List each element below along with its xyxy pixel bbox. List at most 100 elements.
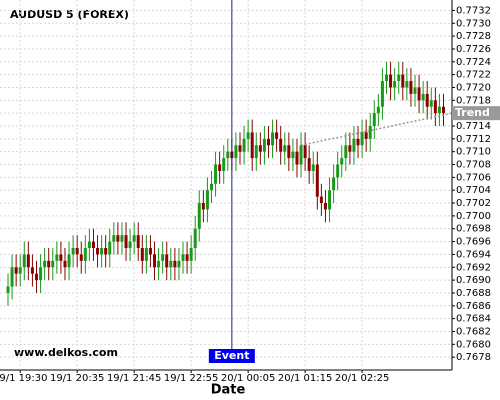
candle-body <box>303 145 307 159</box>
candle-body <box>14 267 18 274</box>
candle-body <box>75 248 79 255</box>
candle-body <box>214 164 218 184</box>
candle-body <box>177 260 181 268</box>
y-tick-label: 0.7718 <box>456 95 491 106</box>
candle-body <box>112 235 116 242</box>
y-tick-label: 0.7702 <box>456 198 491 209</box>
candle-body <box>104 248 108 255</box>
x-tick-label: 20/1 01:15 <box>278 373 332 384</box>
candle-body <box>222 158 226 171</box>
candle-body <box>197 203 201 229</box>
candle-body <box>409 81 413 94</box>
candle-body <box>250 132 254 159</box>
candle-body <box>226 151 230 159</box>
candle-body <box>47 260 51 268</box>
candle-body <box>169 260 173 268</box>
candle-body <box>417 87 421 101</box>
candle-body <box>79 254 83 261</box>
candle-body <box>433 100 437 114</box>
candle-body <box>319 196 323 204</box>
y-tick-label: 0.7680 <box>456 339 491 350</box>
candle-body <box>148 248 152 255</box>
candle-body <box>425 93 429 107</box>
candle-body <box>161 254 165 261</box>
trend-tag <box>452 106 500 121</box>
candle-body <box>51 260 55 268</box>
candle-body <box>405 81 409 88</box>
candle-body <box>144 248 148 261</box>
candle-body <box>63 260 67 268</box>
candle-body <box>238 145 242 152</box>
candle-body <box>275 132 279 139</box>
y-tick-label: 0.7728 <box>456 31 491 42</box>
candle-body <box>295 151 299 165</box>
candle-body <box>385 74 389 82</box>
candle-body <box>30 267 34 274</box>
watermark: www.delkos.com <box>14 346 118 359</box>
candle-body <box>376 106 380 114</box>
candle-body <box>201 203 205 210</box>
candle-body <box>205 190 209 210</box>
candle-body <box>39 267 43 281</box>
y-tick-label: 0.7688 <box>456 288 491 299</box>
y-tick-label: 0.7682 <box>456 326 491 337</box>
candle-body <box>299 145 303 165</box>
candle-body <box>340 158 344 165</box>
candle-body <box>323 203 327 210</box>
trend-label: Trend <box>455 106 490 119</box>
chart-title: AUDUSD 5 (FOREX) <box>10 8 129 21</box>
candle-body <box>234 145 238 159</box>
candle-body <box>336 164 340 178</box>
candle-body <box>185 254 189 261</box>
candle-body <box>18 267 22 274</box>
candle-body <box>266 138 270 146</box>
candle-body <box>291 151 295 159</box>
y-tick-label: 0.7710 <box>456 147 491 158</box>
candle-body <box>87 241 91 248</box>
candle-body <box>242 138 246 152</box>
y-tick-label: 0.7722 <box>456 70 491 81</box>
candle-body <box>10 267 14 287</box>
candle-body <box>136 235 140 248</box>
x-axis-label: Date <box>211 383 246 398</box>
y-tick-label: 0.7686 <box>456 301 491 312</box>
candle-body <box>26 254 30 268</box>
candle-body <box>389 74 393 88</box>
y-tick-label: 0.7698 <box>456 224 491 235</box>
candle-body <box>258 145 262 152</box>
candle-body <box>71 248 75 255</box>
candle-body <box>210 183 213 191</box>
candle-body <box>43 260 47 268</box>
candle-body <box>311 164 315 171</box>
candle-body <box>315 164 319 197</box>
y-tick-label: 0.7714 <box>456 121 491 132</box>
y-tick-label: 0.7732 <box>456 5 491 16</box>
candle-body <box>360 132 364 146</box>
y-tick-label: 0.7700 <box>456 211 491 222</box>
candle-body <box>120 235 124 242</box>
x-tick-label: 19/1 22:55 <box>164 373 218 384</box>
candle-body <box>348 145 352 152</box>
candle-body <box>283 145 287 152</box>
candle-body <box>67 254 71 268</box>
candle-body <box>287 145 291 159</box>
candle-body <box>429 100 433 107</box>
x-tick-label: 19/1 21:45 <box>107 373 161 384</box>
candle-body <box>262 138 266 152</box>
candle-body <box>307 158 311 171</box>
candle-body <box>397 74 401 82</box>
candle-body <box>368 126 372 139</box>
candle-body <box>193 228 197 248</box>
y-tick-label: 0.7696 <box>456 237 491 248</box>
candle-body <box>380 81 384 107</box>
candle-body <box>34 273 38 281</box>
candle-body <box>372 113 376 126</box>
candle-body <box>421 93 425 101</box>
x-tick-label: 20/1 00:05 <box>221 373 275 384</box>
candle-body <box>157 260 161 268</box>
candle-body <box>173 260 177 268</box>
candle-body <box>124 235 128 248</box>
candles <box>6 61 445 306</box>
candle-body <box>153 254 157 268</box>
candle-body <box>356 138 360 146</box>
